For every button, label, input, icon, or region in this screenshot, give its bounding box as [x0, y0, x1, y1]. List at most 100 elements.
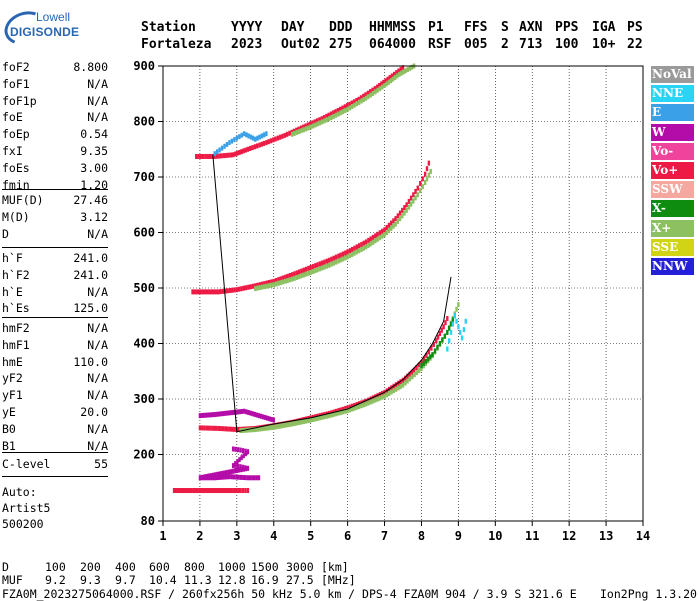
echo-point — [307, 125, 310, 131]
echo-point — [224, 470, 228, 476]
y-tick-label: 900 — [133, 59, 155, 73]
echo-point — [244, 285, 248, 291]
echo-point — [284, 274, 287, 280]
echo-point — [387, 222, 391, 228]
echo-point — [334, 112, 338, 118]
echo-point — [401, 207, 404, 213]
echo-point — [369, 241, 372, 247]
param-name: foEs — [2, 160, 30, 175]
param-value: 241.0 — [73, 251, 108, 265]
echo-point — [325, 113, 328, 119]
header-value: 10+ — [592, 37, 616, 52]
echo-point — [364, 401, 368, 407]
echo-point — [246, 488, 250, 494]
echo-point — [231, 152, 235, 158]
echo-point — [348, 253, 352, 259]
echo-point — [204, 153, 207, 159]
echo-point — [357, 403, 361, 409]
echo-point — [398, 71, 401, 77]
echo-point — [420, 359, 423, 365]
separator-line — [2, 317, 108, 318]
echo-point — [240, 286, 243, 292]
echo-point — [295, 270, 299, 276]
echo-point — [334, 109, 337, 115]
param-value: N/A — [87, 438, 108, 453]
echo-point — [207, 425, 211, 431]
echo-point — [313, 119, 317, 125]
echo-point — [316, 415, 319, 421]
echo-point — [351, 406, 354, 412]
echo-point — [424, 358, 428, 364]
echo-point — [451, 317, 455, 323]
echo-point — [236, 459, 239, 465]
echo-point — [213, 475, 216, 481]
separator-line — [2, 476, 108, 477]
echo-point — [323, 118, 326, 124]
echo-point — [436, 334, 440, 340]
echo-point — [360, 246, 363, 252]
echo-point — [447, 338, 451, 344]
trace-x — [239, 302, 460, 434]
echo-point — [332, 110, 335, 116]
echo-point — [279, 280, 282, 286]
echo-point — [269, 138, 273, 144]
param-row: foEp 0.54 — [2, 127, 108, 143]
echo-point — [242, 453, 245, 459]
echo-point — [258, 134, 261, 140]
echo-point — [193, 289, 196, 295]
echo-point — [390, 73, 394, 79]
echo-point — [255, 475, 258, 481]
echo-point — [411, 374, 414, 380]
header-value: 2023 — [231, 37, 263, 52]
echo-point — [415, 370, 419, 376]
echo-point — [330, 256, 333, 262]
echo-point — [243, 131, 246, 137]
echo-point — [304, 126, 308, 132]
legend-item: X- — [651, 200, 694, 218]
echo-point — [362, 93, 365, 99]
echo-point — [455, 318, 458, 324]
echo-point — [392, 71, 396, 77]
echo-point — [399, 66, 402, 72]
echo-point — [376, 396, 379, 402]
echo-point — [244, 475, 247, 481]
echo-point — [407, 204, 411, 210]
echo-point — [446, 346, 449, 352]
echo-point — [415, 365, 418, 371]
echo-point — [236, 463, 240, 469]
echo-point — [293, 420, 296, 426]
echo-point — [236, 409, 240, 415]
echo-point — [244, 451, 248, 457]
header-value: 2 — [501, 37, 509, 52]
echo-point — [219, 488, 223, 494]
echo-point — [233, 426, 236, 432]
param-value: 55 — [94, 457, 108, 471]
echo-point — [351, 403, 354, 409]
echo-point — [401, 213, 404, 219]
echo-point — [374, 233, 377, 239]
echo-point — [255, 412, 259, 418]
echo-point — [311, 417, 315, 423]
echo-point — [232, 474, 236, 480]
param-value: N/A — [87, 388, 108, 403]
echo-point — [327, 413, 331, 419]
echo-point — [202, 412, 206, 418]
echo-point — [306, 122, 310, 128]
echo-point — [245, 427, 249, 433]
echo-point — [215, 488, 219, 494]
echo-point — [267, 425, 271, 431]
echo-point — [172, 488, 176, 494]
echo-point — [241, 448, 245, 454]
echo-point — [422, 360, 425, 366]
echo-point — [213, 151, 216, 157]
echo-point — [256, 135, 259, 141]
muf-value: 9.2 — [45, 573, 66, 587]
echo-point — [332, 255, 335, 261]
param-value: 241.0 — [73, 267, 108, 282]
echo-point — [219, 426, 222, 432]
param-value: N/A — [87, 284, 108, 299]
echo-point — [451, 321, 455, 327]
echo-point — [267, 283, 271, 289]
echo-point — [226, 474, 229, 480]
param-row: D N/A — [2, 227, 108, 243]
